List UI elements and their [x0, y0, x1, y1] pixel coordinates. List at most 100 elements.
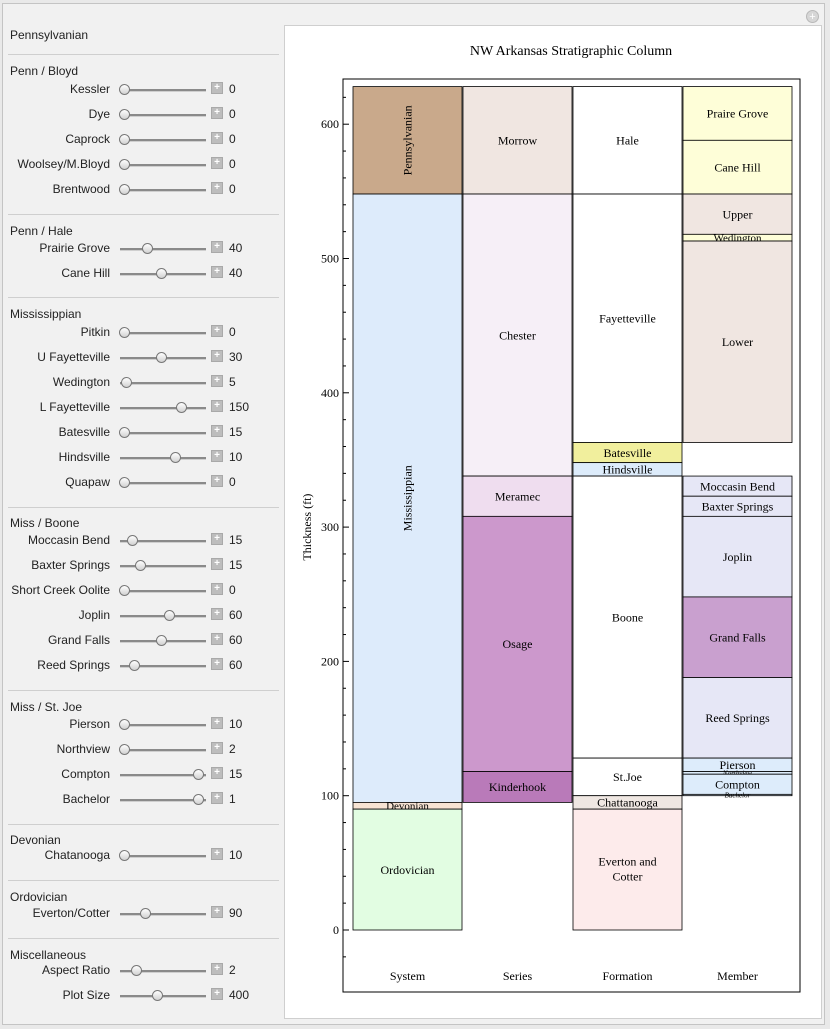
slider-cane-hill[interactable] [120, 268, 206, 279]
expand-plus-icon[interactable]: + [211, 132, 223, 144]
slider-thumb[interactable] [119, 134, 130, 145]
slider-batesville[interactable] [119, 427, 206, 438]
slider-bachelor[interactable] [120, 794, 206, 805]
unit-chester [462, 193, 573, 477]
slider-woolsey-m-bloyd[interactable] [119, 159, 206, 170]
unit-label: Compton [715, 777, 760, 791]
slider-value-aspect-ratio: 2 [229, 963, 236, 977]
slider-thumb[interactable] [152, 990, 163, 1001]
close-icon[interactable]: + [806, 10, 819, 23]
slider-wedington[interactable] [120, 377, 206, 388]
expand-plus-icon[interactable]: + [211, 906, 223, 918]
slider-thumb[interactable] [193, 794, 204, 805]
expand-plus-icon[interactable]: + [211, 658, 223, 670]
slider-thumb[interactable] [119, 477, 130, 488]
slider-short-creek-oolite[interactable] [119, 585, 206, 596]
slider-caprock[interactable] [119, 134, 206, 145]
expand-plus-icon[interactable]: + [211, 742, 223, 754]
expand-plus-icon[interactable]: + [211, 533, 223, 545]
slider-everton-cotter[interactable] [120, 908, 206, 919]
slider-thumb[interactable] [156, 352, 167, 363]
slider-thumb[interactable] [170, 452, 181, 463]
slider-thumb[interactable] [176, 402, 187, 413]
slider-thumb[interactable] [140, 908, 151, 919]
slider-label-prairie-grove: Prairie Grove [39, 241, 110, 255]
slider-thumb[interactable] [119, 427, 130, 438]
slider-joplin[interactable] [120, 610, 206, 621]
expand-plus-icon[interactable]: + [211, 325, 223, 337]
slider-kessler[interactable] [119, 84, 206, 95]
slider-thumb[interactable] [156, 635, 167, 646]
column-label: Formation [603, 969, 653, 983]
slider-thumb[interactable] [129, 660, 140, 671]
expand-plus-icon[interactable]: + [211, 988, 223, 1000]
slider-plot-size[interactable] [120, 990, 206, 1001]
slider-quapaw[interactable] [119, 477, 206, 488]
section-divider [8, 507, 279, 508]
expand-plus-icon[interactable]: + [211, 450, 223, 462]
expand-plus-icon[interactable]: + [211, 82, 223, 94]
slider-thumb[interactable] [164, 610, 175, 621]
expand-plus-icon[interactable]: + [211, 633, 223, 645]
unit-label: Joplin [723, 550, 752, 564]
slider-pitkin[interactable] [119, 327, 206, 338]
expand-plus-icon[interactable]: + [211, 608, 223, 620]
slider-thumb[interactable] [119, 184, 130, 195]
slider-reed-springs[interactable] [120, 660, 206, 671]
unit-kinderhook [462, 771, 573, 803]
slider-thumb[interactable] [119, 585, 130, 596]
slider-label-aspect-ratio: Aspect Ratio [41, 963, 110, 977]
slider-brentwood[interactable] [119, 184, 206, 195]
expand-plus-icon[interactable]: + [211, 767, 223, 779]
expand-plus-icon[interactable]: + [211, 375, 223, 387]
slider-dye[interactable] [119, 109, 206, 120]
unit-label: Cane Hill [714, 160, 761, 174]
slider-u-fayetteville[interactable] [120, 352, 206, 363]
slider-aspect-ratio[interactable] [120, 965, 206, 976]
slider-moccasin-bend[interactable] [120, 535, 206, 546]
expand-plus-icon[interactable]: + [211, 425, 223, 437]
slider-thumb[interactable] [156, 268, 167, 279]
slider-thumb[interactable] [142, 243, 153, 254]
slider-l-fayetteville[interactable] [120, 402, 206, 413]
slider-label-moccasin-bend: Moccasin Bend [27, 533, 110, 547]
expand-plus-icon[interactable]: + [211, 400, 223, 412]
slider-chatanooga[interactable] [119, 850, 206, 861]
expand-plus-icon[interactable]: + [211, 558, 223, 570]
slider-label-woolsey-m-bloyd: Woolsey/M.Bloyd [17, 157, 110, 171]
slider-grand-falls[interactable] [120, 635, 206, 646]
expand-plus-icon[interactable]: + [211, 157, 223, 169]
expand-plus-icon[interactable]: + [211, 350, 223, 362]
slider-thumb[interactable] [119, 159, 130, 170]
slider-label-pitkin: Pitkin [80, 325, 110, 339]
expand-plus-icon[interactable]: + [211, 583, 223, 595]
slider-thumb[interactable] [119, 327, 130, 338]
expand-plus-icon[interactable]: + [211, 266, 223, 278]
expand-plus-icon[interactable]: + [211, 848, 223, 860]
expand-plus-icon[interactable]: + [211, 717, 223, 729]
slider-prairie-grove[interactable] [120, 243, 206, 254]
slider-thumb[interactable] [119, 744, 130, 755]
slider-pierson[interactable] [119, 719, 206, 730]
slider-thumb[interactable] [119, 850, 130, 861]
slider-thumb[interactable] [193, 769, 204, 780]
slider-thumb[interactable] [127, 535, 138, 546]
unit-label: Pierson [720, 758, 756, 772]
slider-northview[interactable] [119, 744, 206, 755]
slider-compton[interactable] [120, 769, 206, 780]
slider-hindsville[interactable] [120, 452, 206, 463]
expand-plus-icon[interactable]: + [211, 182, 223, 194]
section-title-miss-st-joe: Miss / St. Joe [10, 700, 83, 714]
slider-thumb[interactable] [135, 560, 146, 571]
slider-thumb[interactable] [119, 109, 130, 120]
expand-plus-icon[interactable]: + [211, 792, 223, 804]
slider-baxter-springs[interactable] [120, 560, 206, 571]
slider-thumb[interactable] [119, 84, 130, 95]
expand-plus-icon[interactable]: + [211, 107, 223, 119]
slider-thumb[interactable] [131, 965, 142, 976]
expand-plus-icon[interactable]: + [211, 963, 223, 975]
expand-plus-icon[interactable]: + [211, 241, 223, 253]
slider-thumb[interactable] [121, 377, 132, 388]
expand-plus-icon[interactable]: + [211, 475, 223, 487]
slider-thumb[interactable] [119, 719, 130, 730]
